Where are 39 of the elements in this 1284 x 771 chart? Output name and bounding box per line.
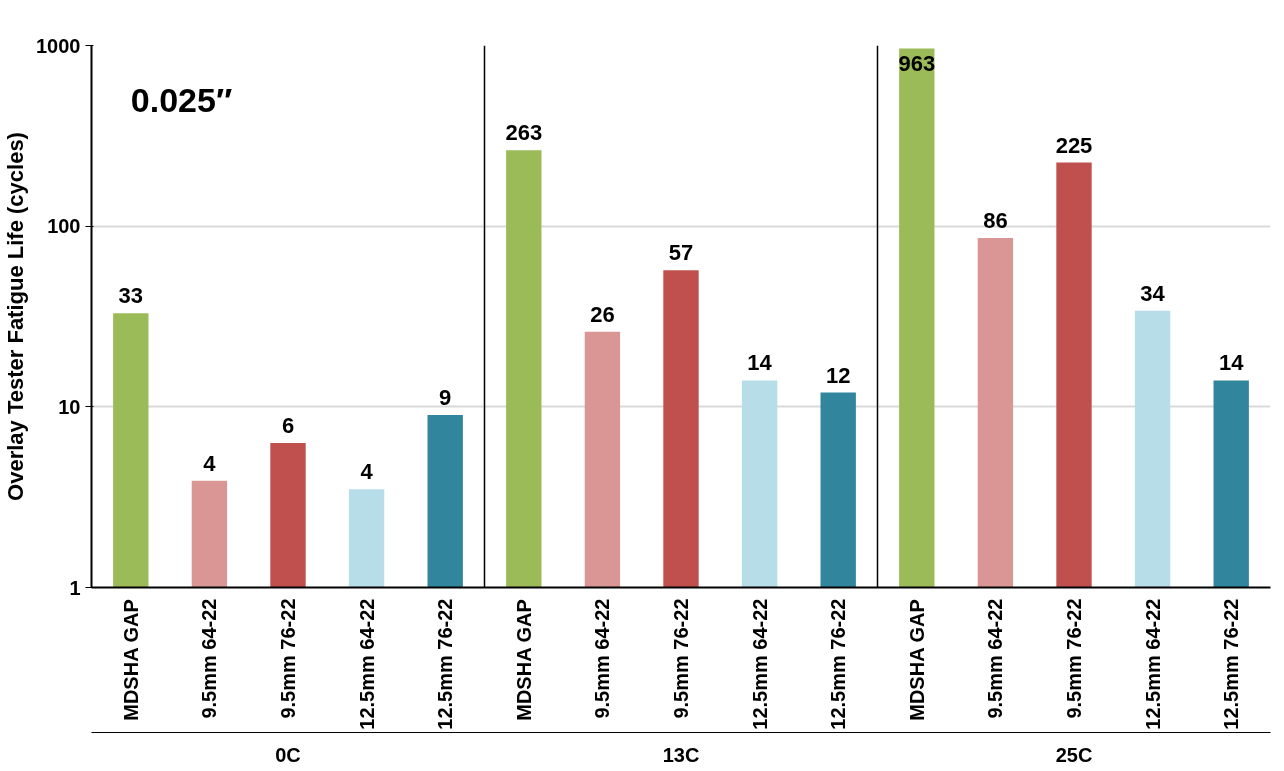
data-label: 57 — [668, 240, 694, 266]
data-label: 14 — [747, 350, 773, 376]
data-label: 4 — [203, 450, 217, 476]
x-tick-label: MDSHA GAP — [512, 599, 535, 721]
x-tick-label: 12.5mm 76-22 — [827, 598, 850, 730]
x-tick-label: 12.5mm 64-22 — [355, 598, 378, 730]
data-label: 86 — [983, 208, 1008, 233]
x-tick-label: 9.5mm 64-22 — [984, 598, 1007, 719]
y-axis-title: Overlay Tester Fatigue Life (cycles) — [3, 132, 29, 501]
data-label: 34 — [1140, 280, 1166, 306]
x-tick-label: MDSHA GAP — [119, 599, 142, 721]
x-tick-label: 12.5mm 76-22 — [434, 598, 457, 730]
data-label: 33 — [118, 283, 144, 309]
text: 25C — [1055, 743, 1093, 766]
x-tick-label: 12.5mm 64-22 — [1141, 598, 1164, 730]
x-tick-label: 9.5mm 76-22 — [670, 598, 692, 719]
x-tick-label: 12.5mm 76-22 — [1220, 598, 1243, 730]
data-label: 263 — [505, 120, 543, 146]
data-label: 225 — [1055, 132, 1093, 158]
x-tick-label: MDSHA GAP — [905, 599, 928, 721]
data-label: 26 — [590, 301, 615, 327]
annotation: 0.025″ — [130, 80, 233, 119]
y-tick-label: 10 — [58, 395, 81, 418]
data-label: 4 — [360, 459, 374, 485]
data-label: 14 — [1218, 350, 1245, 376]
x-tick-label: 9.5mm 64-22 — [591, 598, 614, 719]
text: 13C — [662, 743, 700, 766]
data-label: 9 — [439, 385, 452, 411]
data-label: 6 — [281, 413, 295, 439]
y-tick-label: 1 — [69, 576, 81, 599]
data-label: 963 — [898, 51, 936, 77]
data-label: 12 — [825, 362, 851, 388]
text: 0C — [275, 743, 301, 766]
x-tick-label: 12.5mm 64-22 — [748, 598, 771, 730]
x-tick-label: 9.5mm 64-22 — [198, 598, 221, 719]
y-tick-label: 100 — [47, 215, 81, 238]
x-tick-label: 9.5mm 76-22 — [1063, 598, 1085, 719]
y-tick-label: 1000 — [36, 34, 81, 57]
x-tick-label: 9.5mm 76-22 — [277, 598, 299, 719]
